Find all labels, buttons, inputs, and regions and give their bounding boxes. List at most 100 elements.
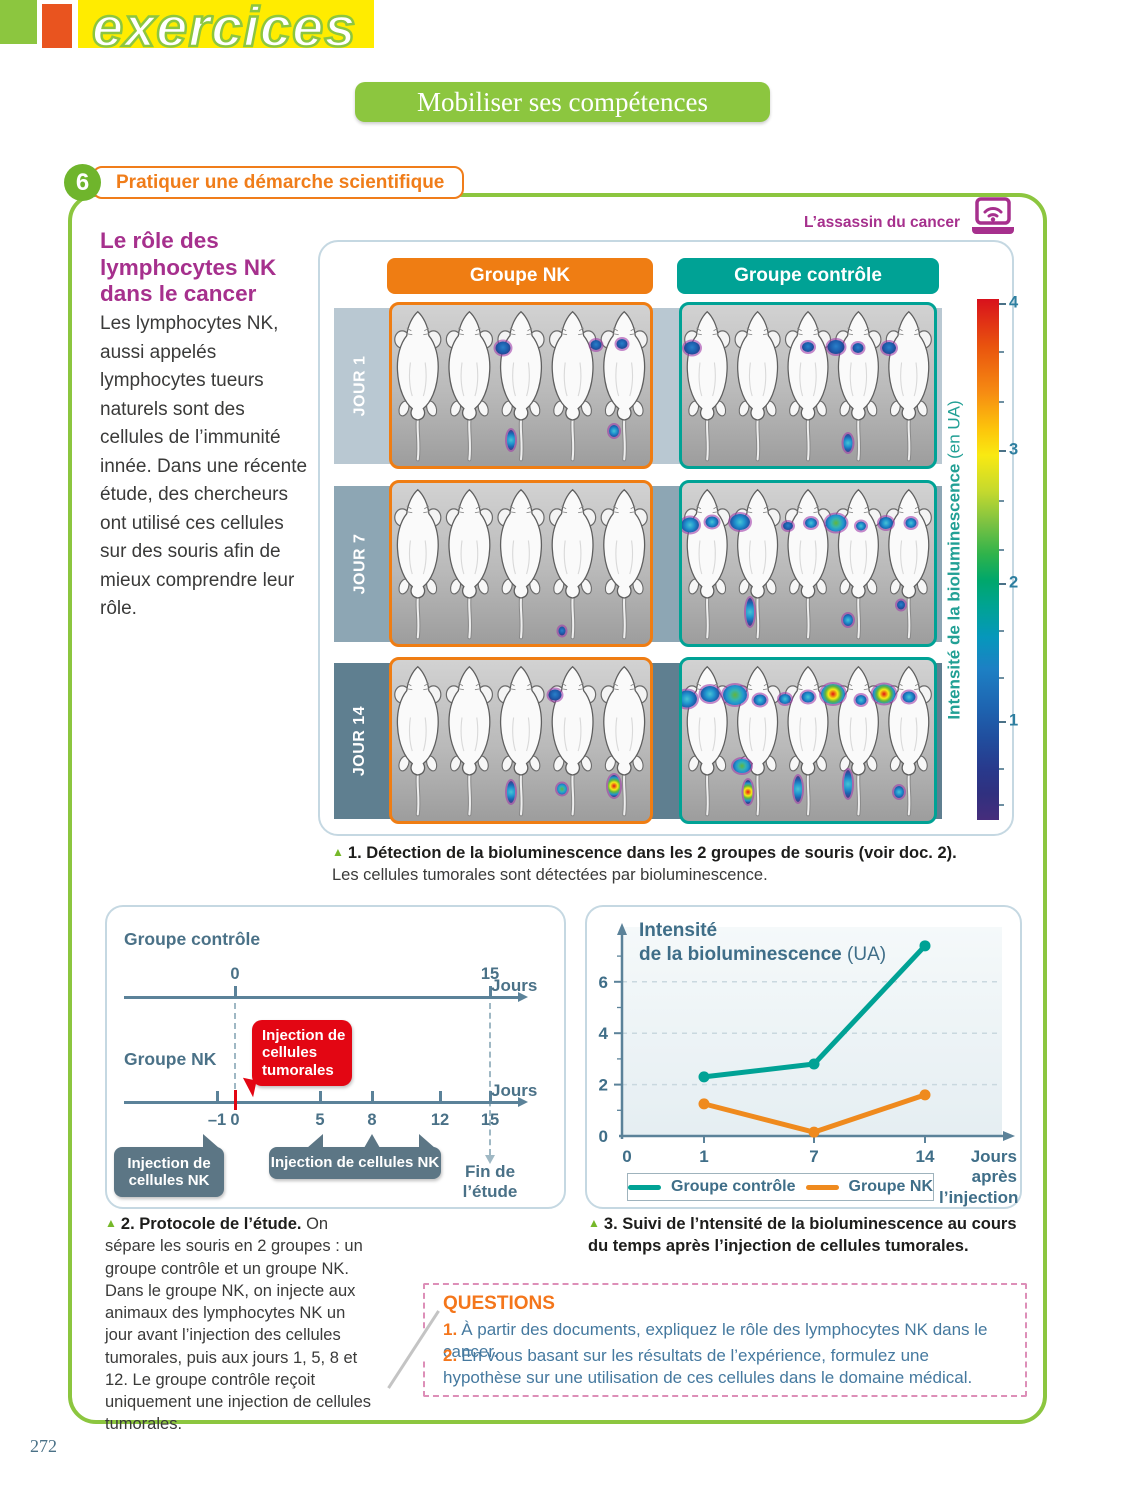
timeline-tick-label: 0 — [230, 965, 240, 983]
question-1: 1. À partir des documents, expliquez le r… — [443, 1320, 988, 1362]
bioluminescence-spot — [827, 339, 845, 354]
bioluminescence-spot — [608, 424, 619, 437]
mice-illustration — [682, 483, 934, 644]
exercise-number-badge: 6 — [64, 164, 101, 201]
bioluminescence-spot — [843, 613, 854, 626]
timeline-tick-label: 12 — [430, 1111, 450, 1129]
svg-text:7: 7 — [809, 1147, 818, 1166]
svg-text:1: 1 — [699, 1147, 708, 1166]
bioluminescence-spot — [852, 343, 864, 354]
bioluminescence-spot — [802, 341, 814, 352]
doc3-chart: 0 2 4 6 0 1 7 14 Intensité de la bioluminescenc… — [585, 905, 1022, 1209]
bioluminescence-spot — [729, 513, 750, 530]
row-jour-14: JOUR 14 — [334, 657, 942, 825]
bioluminescence-spot — [558, 626, 566, 636]
colorbar-tick-label: 3 — [1009, 440, 1019, 459]
section-wordmark: exercices — [91, 0, 357, 59]
bioluminescence-spot — [700, 685, 720, 702]
timeline-tick-label: 15 — [480, 1111, 500, 1129]
legend-label-control: Groupe contrôle — [671, 1178, 796, 1195]
bioluminescence-spot — [793, 775, 802, 802]
axis-unit: Jours — [491, 1081, 538, 1100]
bioluminescence-spot — [897, 600, 906, 610]
questions-box: QUESTIONS 1. À partir des documents, expl… — [387, 1283, 1027, 1397]
chart-legend: Groupe contrôle Groupe NK — [627, 1173, 934, 1201]
nk-timeline-axis — [124, 1101, 520, 1104]
legend-swatch-control — [628, 1184, 662, 1190]
timeline-tick-label: 15 — [480, 965, 500, 983]
mice-illustration — [392, 660, 650, 821]
bioluminescence-spot — [746, 597, 755, 626]
doc3-caption: ▲ 3. Suivi de l’ntensité de la biolumines… — [588, 1215, 1017, 1256]
nk-injection-first-callout: Injection de cellules NK — [114, 1147, 224, 1197]
intro-paragraph: Les lymphocytes NK, aussi appelés lympho… — [100, 313, 308, 619]
bioluminescence-spot — [557, 783, 568, 795]
control-timeline-axis — [124, 996, 520, 999]
bioluminescence-spot — [804, 518, 817, 529]
bioluminescence-spot — [855, 521, 866, 531]
bioluminescence-spot — [881, 342, 896, 355]
bioluminescence-spot — [743, 780, 753, 805]
bioluminescence-spot — [607, 774, 620, 797]
timeline-tick-label: 0 — [230, 1111, 240, 1129]
question-2: 2. En vous basant sur les résultats de l’… — [443, 1346, 973, 1388]
deco-yellow-band — [78, 0, 374, 48]
end-arrow — [485, 1155, 495, 1164]
mice-panel-control-day14 — [679, 657, 937, 824]
svg-text:0: 0 — [622, 1147, 631, 1166]
bioluminescence-spot — [902, 691, 916, 703]
svg-text:4: 4 — [599, 1024, 609, 1043]
doc2-protocol-diagram: Groupe contrôle Groupe NK 0 15 Jours –1 0 5… — [105, 905, 566, 1209]
row-jour-7: JOUR 7 — [334, 480, 942, 648]
intro-title: Le rôle des lymphocytes NK dans le cance… — [100, 228, 277, 307]
section-banner: Mobiliser ses compétences — [355, 82, 770, 122]
bioluminescence-spot — [905, 518, 917, 529]
chart-title: Intensité de la bioluminescence (UA) — [639, 920, 887, 965]
nk-group-label: Groupe NK — [124, 1049, 217, 1069]
bioluminescence-spot — [705, 516, 719, 528]
caption-marker-icon: ▲ — [105, 1216, 117, 1230]
mice-panel-control-day7 — [679, 480, 937, 647]
axis-unit: Jours — [491, 976, 538, 995]
intensity-colorbar: 4 3 2 1 — [977, 294, 1018, 820]
bioluminescence-spot — [879, 517, 894, 530]
caption-marker-icon: ▲ — [588, 1216, 600, 1230]
svg-text:6: 6 — [599, 973, 608, 992]
svg-text:0: 0 — [599, 1127, 608, 1146]
callout-tail — [419, 1134, 435, 1148]
bioluminescence-spot — [801, 691, 815, 703]
page-number: 272 — [30, 1436, 57, 1456]
callout-tail — [203, 1134, 219, 1148]
row-label: JOUR 14 — [351, 705, 369, 777]
legend-label-nk: Groupe NK — [848, 1178, 933, 1195]
group-nk-header: Groupe NK — [387, 258, 653, 294]
digital-resource-label: L’assassin du cancer — [804, 214, 960, 231]
legend-swatch-nk — [805, 1184, 839, 1190]
mice-illustration — [392, 483, 650, 644]
end-of-study-label: Fin de l’étude — [462, 1162, 518, 1201]
bioluminescence-spot — [616, 338, 628, 349]
axis-arrow — [518, 1097, 528, 1107]
timeline-tick-label: 5 — [315, 1111, 325, 1129]
colorbar-tick-label: 2 — [1009, 573, 1019, 592]
callout-tail — [307, 1134, 323, 1148]
row-jour-1: JOUR 1 — [334, 302, 942, 470]
bioluminescence-spot — [590, 340, 602, 351]
tumor-injection-callout: Injection de cellules tumorales — [252, 1020, 352, 1086]
svg-text:14: 14 — [916, 1147, 935, 1166]
bioluminescence-spot — [753, 694, 767, 706]
doc1-caption: ▲ 1. Détection de la bioluminescence dans… — [332, 844, 957, 885]
caption-marker-icon: ▲ — [332, 845, 344, 859]
colorbar-tick-label: 4 — [1009, 293, 1019, 312]
callout-tail — [364, 1134, 380, 1148]
mice-panel-nk-day14 — [389, 657, 653, 824]
row-label: JOUR 7 — [351, 533, 369, 595]
callout-tail — [239, 1077, 257, 1098]
bioluminescence-spot — [872, 684, 896, 704]
colorbar-tick-label: 1 — [1009, 711, 1019, 730]
bioluminescence-spot — [733, 759, 752, 774]
deco-orange-square — [42, 4, 72, 48]
doc2-caption: ▲ 2. Protocole de l’étude. On sépare les … — [105, 1215, 372, 1434]
bioluminescence-spot — [506, 430, 515, 451]
